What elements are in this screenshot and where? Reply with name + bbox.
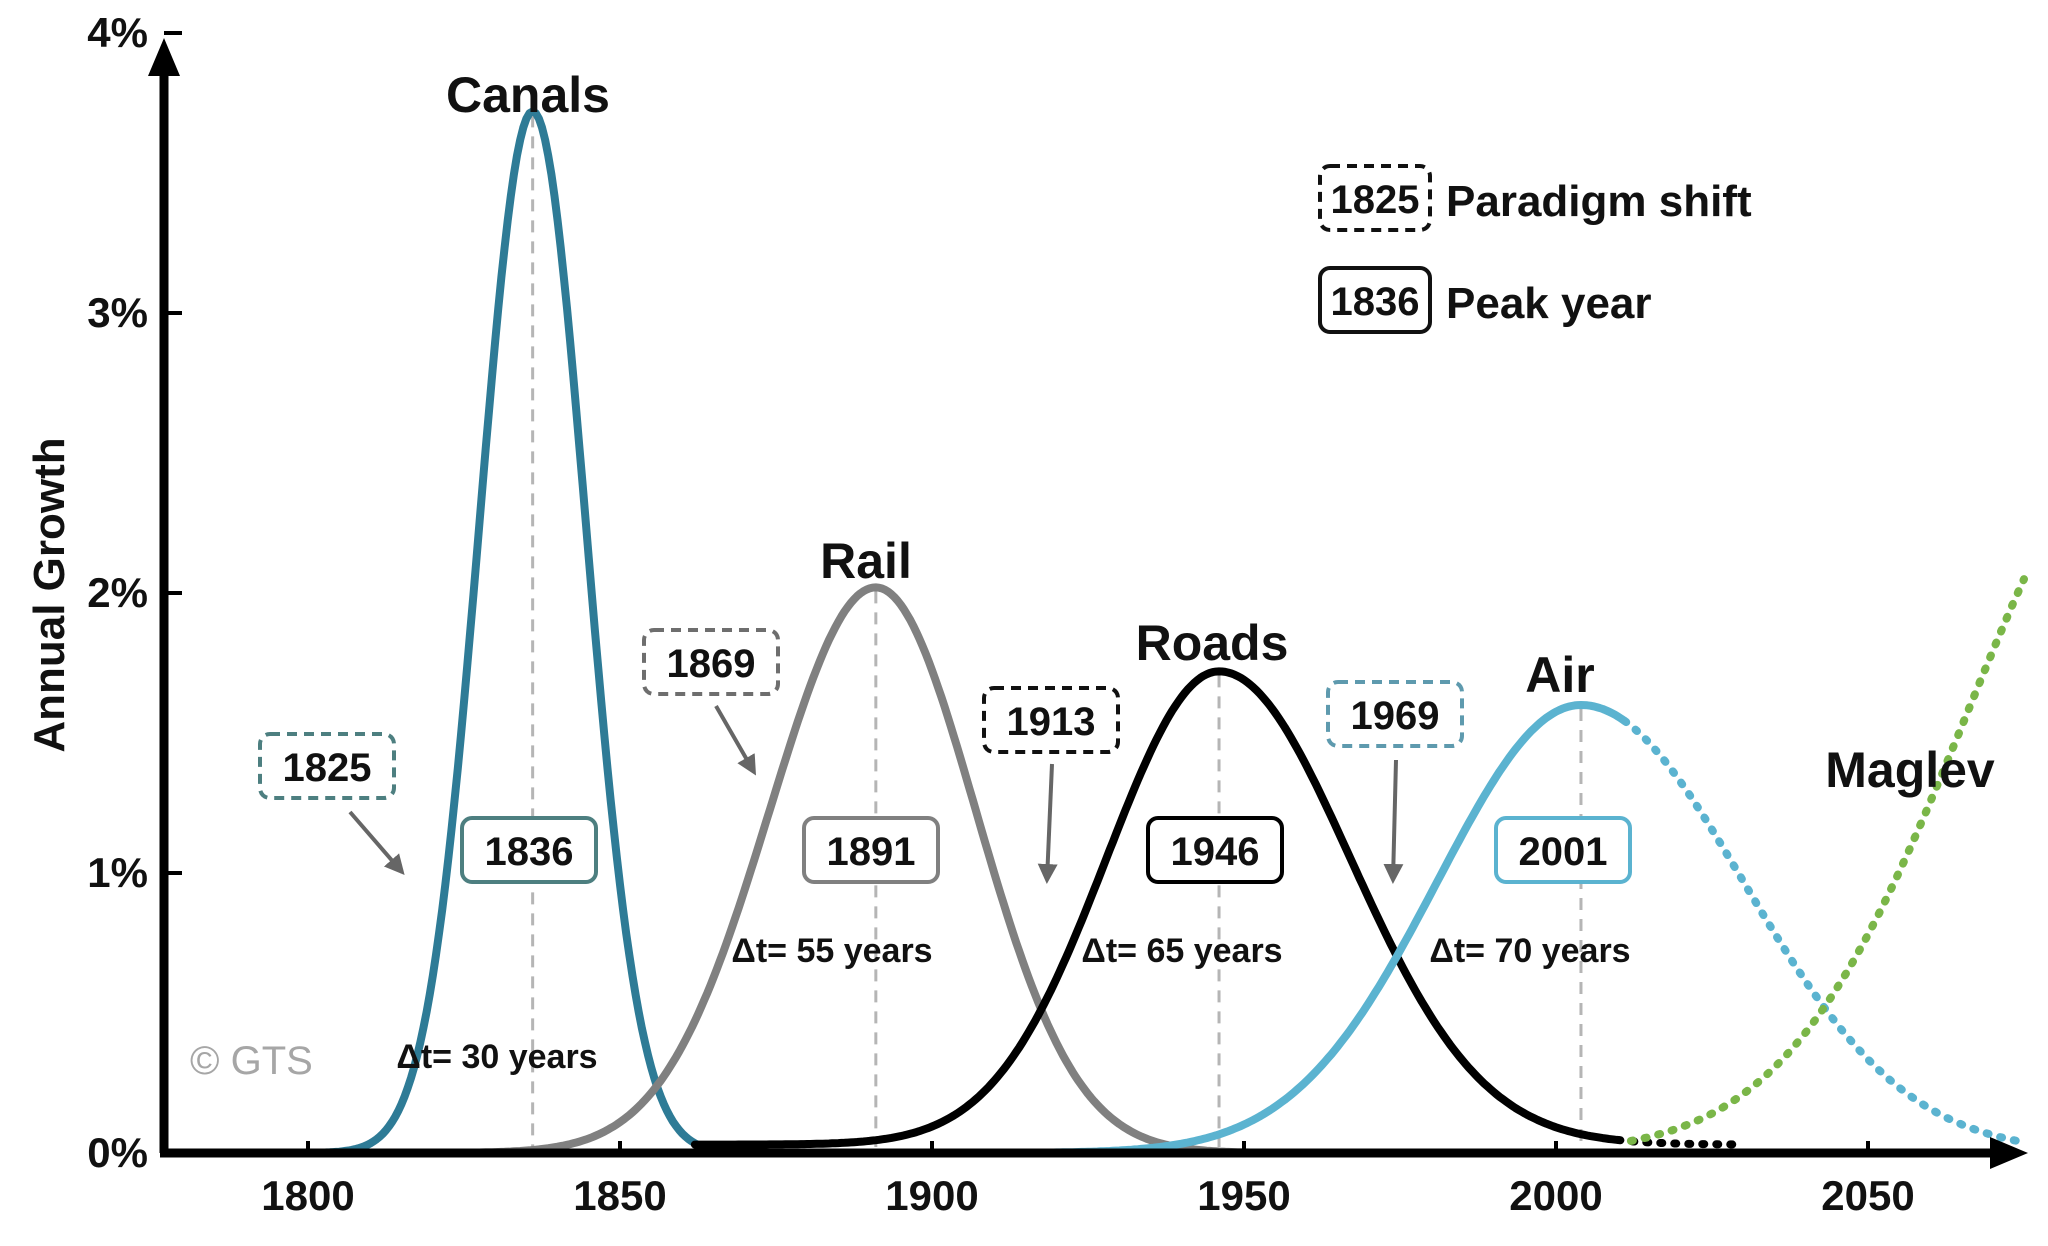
paradigm-year-1913: 1913 [1007, 700, 1096, 744]
x-tick-label: 2000 [1509, 1172, 1602, 1219]
legend-swatch-paradigm-shift [1318, 164, 1432, 232]
peak-year-roads: 1946 [1171, 830, 1260, 874]
paradigm-arrow-1825 [348, 810, 405, 876]
credit-label: © GTS [190, 1039, 313, 1083]
peak-box-canals: 1836 [460, 816, 598, 884]
series-label-maglev: Maglev [1825, 742, 1995, 798]
series-line-rail [441, 583, 1305, 1157]
interval-label-1: Δt= 30 years [396, 1038, 597, 1076]
series-line-air [1046, 701, 1629, 1157]
paradigm-arrow-1913 [1037, 763, 1058, 884]
interval-label-3: Δt= 65 years [1081, 932, 1282, 970]
paradigm-shift-1825: 1825 [258, 732, 405, 876]
series-label-air: Air [1525, 647, 1594, 703]
y-axis-label: Annual Growth [25, 437, 74, 752]
paradigm-shift-1913: 1913 [982, 686, 1120, 884]
interval-label-2: Δt= 55 years [731, 932, 932, 970]
x-tick-label: 1800 [261, 1172, 354, 1219]
series-curves [229, 107, 2028, 1157]
x-ticks: 1800 1850 1900 1950 2000 2050 [261, 1141, 1915, 1219]
x-tick-label: 1850 [573, 1172, 666, 1219]
peak-year-canals: 1836 [485, 830, 574, 874]
y-tick-label: 0% [87, 1129, 148, 1176]
series-line-roads [690, 667, 1623, 1149]
peak-box-air: 2001 [1494, 816, 1632, 884]
peak-year-air: 2001 [1519, 830, 1608, 874]
y-axis-arrowhead [148, 38, 180, 76]
y-tick-label: 3% [87, 289, 148, 336]
series-projection-maglev [1626, 575, 2028, 1145]
interval-label-4: Δt= 70 years [1429, 932, 1630, 970]
legend-label-paradigm-shift: Paradigm shift [1446, 177, 1752, 226]
series-label-roads: Roads [1136, 615, 1289, 671]
series-label-rail: Rail [820, 533, 912, 589]
paradigm-shift-1869: 1869 [642, 628, 780, 776]
peak-box-rail: 1891 [802, 816, 940, 884]
series-label-canals: Canals [446, 67, 610, 123]
x-tick-label: 1950 [1197, 1172, 1290, 1219]
y-ticks: 0% 1% 2% 3% 4% [87, 9, 182, 1176]
y-tick-label: 4% [87, 9, 148, 56]
series-projection-roads [1614, 1136, 1741, 1149]
x-axis-arrowhead [1990, 1137, 2028, 1169]
peak-year-rail: 1891 [827, 830, 916, 874]
axes [148, 38, 2028, 1169]
legend-sample-paradigm-shift: 1825 [1331, 178, 1420, 222]
legend-label-peak-year: Peak year [1446, 279, 1652, 328]
x-tick-label: 2050 [1821, 1172, 1914, 1219]
peak-box-roads: 1946 [1146, 816, 1284, 884]
y-tick-label: 1% [87, 849, 148, 896]
paradigm-shift-1969: 1969 [1326, 680, 1464, 884]
paradigm-year-1969: 1969 [1351, 694, 1440, 738]
paradigm-arrow-1869 [714, 705, 756, 776]
paradigm-year-1825: 1825 [283, 746, 372, 790]
y-tick-label: 2% [87, 569, 148, 616]
paradigm-year-1869: 1869 [667, 642, 756, 686]
x-tick-label: 1900 [885, 1172, 978, 1219]
legend-swatch-peak-year [1318, 266, 1432, 334]
paradigm-arrow-1969 [1383, 759, 1404, 884]
legend: 1825 Paradigm shift 1836 Peak year [1318, 164, 1752, 334]
legend-sample-peak-year: 1836 [1331, 280, 1420, 324]
